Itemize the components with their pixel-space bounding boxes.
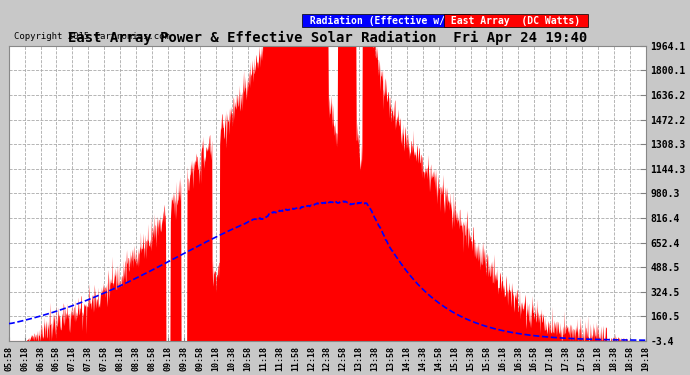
Text: East Array  (DC Watts): East Array (DC Watts) xyxy=(445,16,586,26)
Text: Radiation (Effective w/m2): Radiation (Effective w/m2) xyxy=(304,16,468,26)
Title: East Array Power & Effective Solar Radiation  Fri Apr 24 19:40: East Array Power & Effective Solar Radia… xyxy=(68,30,586,45)
Text: Copyright 2015 Cartronics.com: Copyright 2015 Cartronics.com xyxy=(14,32,170,41)
